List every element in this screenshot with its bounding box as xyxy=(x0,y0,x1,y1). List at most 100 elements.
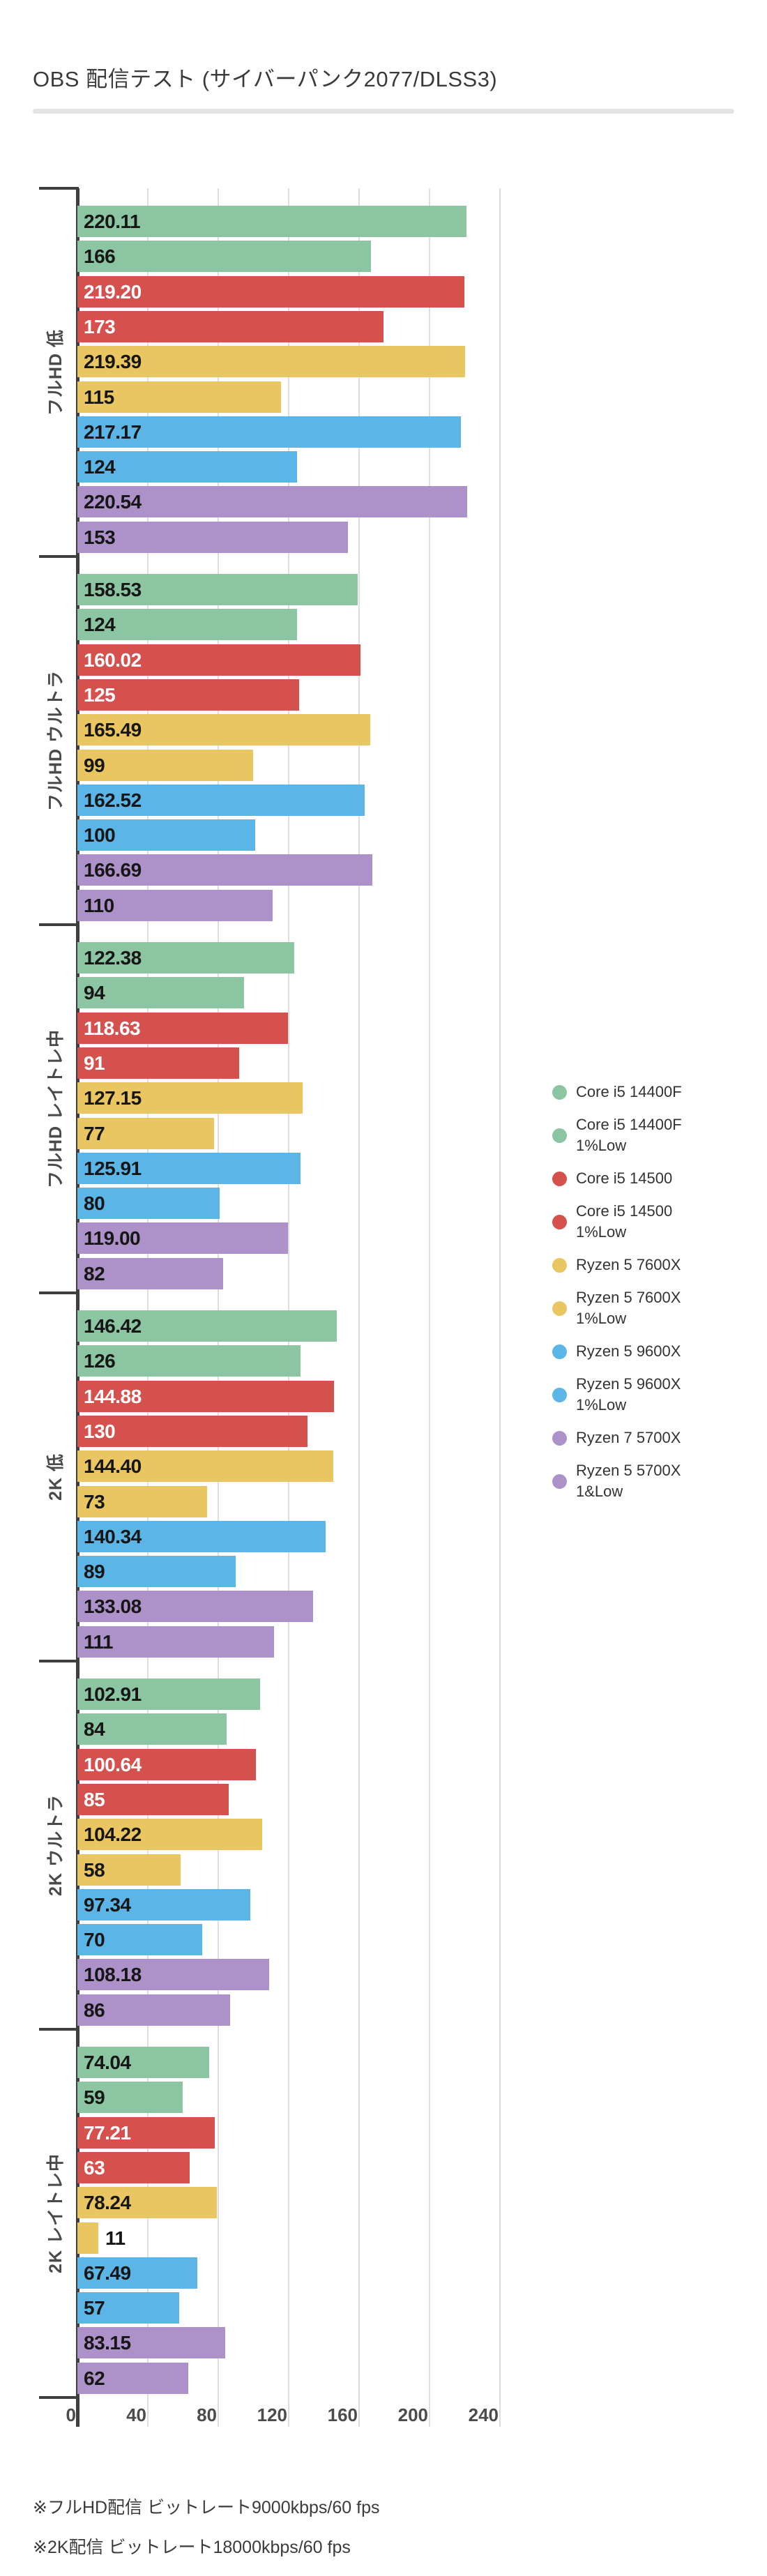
bar: 84 xyxy=(77,1713,227,1745)
bar-value-label: 58 xyxy=(84,1858,105,1881)
x-axis-tick-label: 200 xyxy=(397,2404,428,2425)
bar-value-label: 126 xyxy=(84,1349,116,1372)
group-boundary-tick xyxy=(39,1291,79,1294)
legend-label: Core i5 14500 xyxy=(576,1169,673,1187)
legend-label: Core i5 14400F 1%Low xyxy=(576,1116,682,1154)
bar-value-label: 166 xyxy=(84,245,116,267)
group-label: 2K 低 xyxy=(31,1293,77,1661)
bar: 62 xyxy=(77,2363,188,2394)
bar-value-label: 62 xyxy=(84,2367,105,2389)
bar: 111 xyxy=(77,1626,274,1658)
bar-value-label: 144.40 xyxy=(84,1455,142,1477)
legend-item: Ryzen 5 5700X 1&Low xyxy=(552,1460,705,1502)
title-divider xyxy=(33,109,734,114)
bar-value-label: 100.64 xyxy=(84,1753,142,1775)
bar-value-label: 83.15 xyxy=(84,2331,131,2354)
bar-value-label: 84 xyxy=(84,1718,105,1740)
bar-value-label: 118.63 xyxy=(84,1017,141,1039)
bar: 133.08 xyxy=(77,1591,313,1622)
bar: 100 xyxy=(77,819,255,851)
bar: 220.11 xyxy=(77,206,466,237)
group-boundary-tick xyxy=(39,555,79,558)
bar-value-label: 219.20 xyxy=(84,280,142,303)
bar-value-label: 130 xyxy=(84,1420,116,1442)
bar-value-label: 74.04 xyxy=(84,2051,131,2073)
bar-value-label: 160.02 xyxy=(84,649,142,671)
bar-value-label: 110 xyxy=(84,894,114,916)
bar: 130 xyxy=(77,1416,307,1447)
bar-value-label: 73 xyxy=(84,1490,105,1513)
group-boundary-tick xyxy=(39,923,79,926)
bar-value-label: 111 xyxy=(84,1630,114,1653)
legend-item: Ryzen 7 5700X xyxy=(552,1427,705,1448)
bar-value-label: 124 xyxy=(84,455,116,478)
bar: 220.54 xyxy=(77,486,467,517)
gridline xyxy=(147,188,149,2427)
legend-color-dot-icon xyxy=(552,1084,567,1100)
bar: 11 xyxy=(77,2222,126,2254)
bar: 77.21 xyxy=(77,2117,215,2149)
bar-value-label: 220.11 xyxy=(84,210,141,232)
bar: 59 xyxy=(77,2082,183,2113)
bar: 165.49 xyxy=(77,714,370,745)
bar-value-label: 166.69 xyxy=(84,858,142,881)
bar: 124 xyxy=(77,609,297,640)
bar-value-label: 119.00 xyxy=(84,1227,141,1249)
bar: 91 xyxy=(77,1047,239,1079)
bar-value-label: 70 xyxy=(84,1928,105,1950)
bar: 58 xyxy=(77,1854,181,1886)
bar: 108.18 xyxy=(77,1959,269,1990)
bar: 146.42 xyxy=(77,1310,337,1342)
bar-value-label: 85 xyxy=(84,1788,105,1810)
group-label-text: フルHD 低 xyxy=(46,328,66,416)
legend-label: Ryzen 5 5700X 1&Low xyxy=(576,1462,681,1500)
group-boundary-tick xyxy=(39,2028,79,2031)
bar: 115 xyxy=(77,381,281,413)
legend-color-dot-icon xyxy=(552,1387,567,1402)
legend-item: Core i5 14500 xyxy=(552,1168,705,1189)
legend-item: Ryzen 5 7600X 1%Low xyxy=(552,1287,705,1329)
page-title: OBS 配信テスト (サイバーパンク2077/DLSS3) xyxy=(33,67,498,91)
bar-value-label: 127.15 xyxy=(84,1086,142,1109)
group-label: 2K レイトレ中 xyxy=(31,2029,77,2397)
bar: 100.64 xyxy=(77,1749,256,1780)
group-boundary-tick xyxy=(39,187,79,190)
bar-value-label: 220.54 xyxy=(84,490,142,513)
bar-value-label: 77.21 xyxy=(84,2121,131,2144)
bar: 219.20 xyxy=(77,276,464,308)
bar: 102.91 xyxy=(77,1679,260,1710)
bar: 94 xyxy=(77,977,244,1008)
gridline xyxy=(499,188,501,2427)
legend-label: Core i5 14500 1%Low xyxy=(576,1202,673,1241)
gridline xyxy=(218,188,219,2427)
legend-label: Ryzen 5 7600X 1%Low xyxy=(576,1289,681,1327)
bar-value-label: 122.38 xyxy=(84,946,142,969)
legend-color-dot-icon xyxy=(552,1344,567,1359)
legend-color-dot-icon xyxy=(552,1214,567,1229)
bar: 85 xyxy=(77,1784,229,1815)
bar: 140.34 xyxy=(77,1521,326,1552)
bar: 217.17 xyxy=(77,416,461,448)
bar: 77 xyxy=(77,1118,214,1149)
legend-label: Ryzen 5 7600X xyxy=(576,1256,681,1273)
legend-color-dot-icon xyxy=(552,1430,567,1446)
bar-value-label: 102.91 xyxy=(84,1683,142,1705)
bar: 122.38 xyxy=(77,942,294,973)
x-axis-tick-label: 40 xyxy=(126,2404,146,2425)
bar-value-label: 173 xyxy=(84,315,116,338)
footnote-2k: ※2K配信 ビットレート18000kbps/60 fps xyxy=(33,2538,351,2557)
gridline xyxy=(358,188,360,2427)
legend-color-dot-icon xyxy=(552,1473,567,1489)
legend-item: Core i5 14500 1%Low xyxy=(552,1201,705,1243)
legend-label: Ryzen 5 9600X 1%Low xyxy=(576,1375,681,1414)
group-label: フルHD 低 xyxy=(31,188,77,556)
legend-label: Core i5 14400F xyxy=(576,1083,682,1100)
gridline xyxy=(288,188,289,2427)
bar-value-label: 57 xyxy=(84,2296,105,2319)
bar-value-label: 80 xyxy=(84,1192,105,1214)
bar: 57 xyxy=(77,2292,179,2324)
footnote-fullhd: ※フルHD配信 ビットレート9000kbps/60 fps xyxy=(33,2498,380,2517)
bar: 74.04 xyxy=(77,2047,209,2078)
bar-value-label: 125 xyxy=(84,683,116,706)
bar: 166.69 xyxy=(77,854,372,886)
